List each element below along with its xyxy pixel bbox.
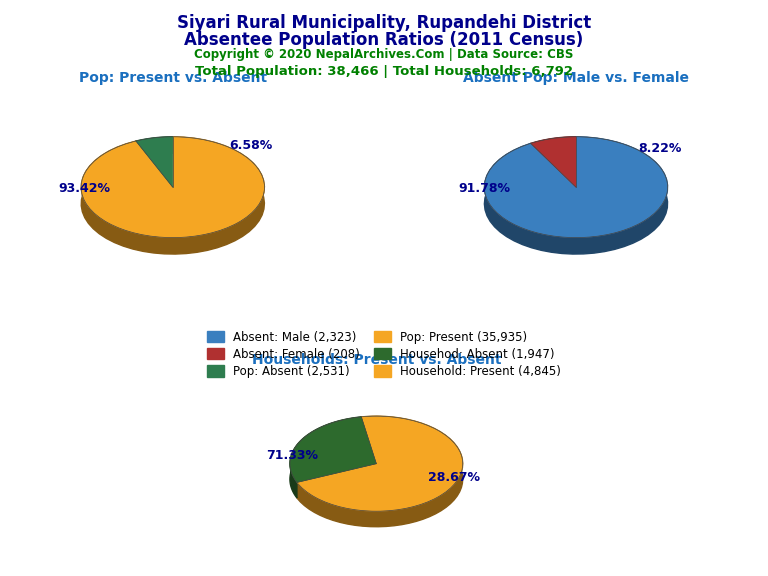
Polygon shape	[485, 137, 667, 237]
Text: 91.78%: 91.78%	[458, 182, 511, 195]
Polygon shape	[531, 137, 576, 160]
Title: Absent Pop: Male vs. Female: Absent Pop: Male vs. Female	[463, 71, 689, 85]
Text: 6.58%: 6.58%	[230, 139, 273, 151]
Polygon shape	[485, 137, 667, 254]
Polygon shape	[81, 137, 264, 237]
Text: Copyright © 2020 NepalArchives.Com | Data Source: CBS: Copyright © 2020 NepalArchives.Com | Dat…	[194, 48, 574, 62]
Text: 71.33%: 71.33%	[266, 449, 318, 463]
Polygon shape	[531, 137, 576, 187]
Legend: Absent: Male (2,323), Absent: Female (208), Pop: Absent (2,531), Pop: Present (3: Absent: Male (2,323), Absent: Female (20…	[203, 326, 565, 382]
Polygon shape	[297, 416, 462, 526]
Text: 8.22%: 8.22%	[638, 142, 682, 156]
Polygon shape	[290, 417, 376, 483]
Title: Pop: Present vs. Absent: Pop: Present vs. Absent	[79, 71, 266, 85]
Polygon shape	[81, 137, 264, 254]
Polygon shape	[290, 417, 361, 498]
Text: Siyari Rural Municipality, Rupandehi District: Siyari Rural Municipality, Rupandehi Dis…	[177, 14, 591, 32]
Text: Total Population: 38,466 | Total Households: 6,792: Total Population: 38,466 | Total Househo…	[195, 65, 573, 78]
Title: Households: Present vs. Absent: Households: Present vs. Absent	[252, 354, 501, 367]
Text: Absentee Population Ratios (2011 Census): Absentee Population Ratios (2011 Census)	[184, 31, 584, 48]
Polygon shape	[136, 137, 173, 158]
Text: 28.67%: 28.67%	[428, 471, 480, 484]
Text: 93.42%: 93.42%	[58, 182, 111, 195]
Polygon shape	[136, 137, 173, 187]
Polygon shape	[297, 416, 462, 511]
